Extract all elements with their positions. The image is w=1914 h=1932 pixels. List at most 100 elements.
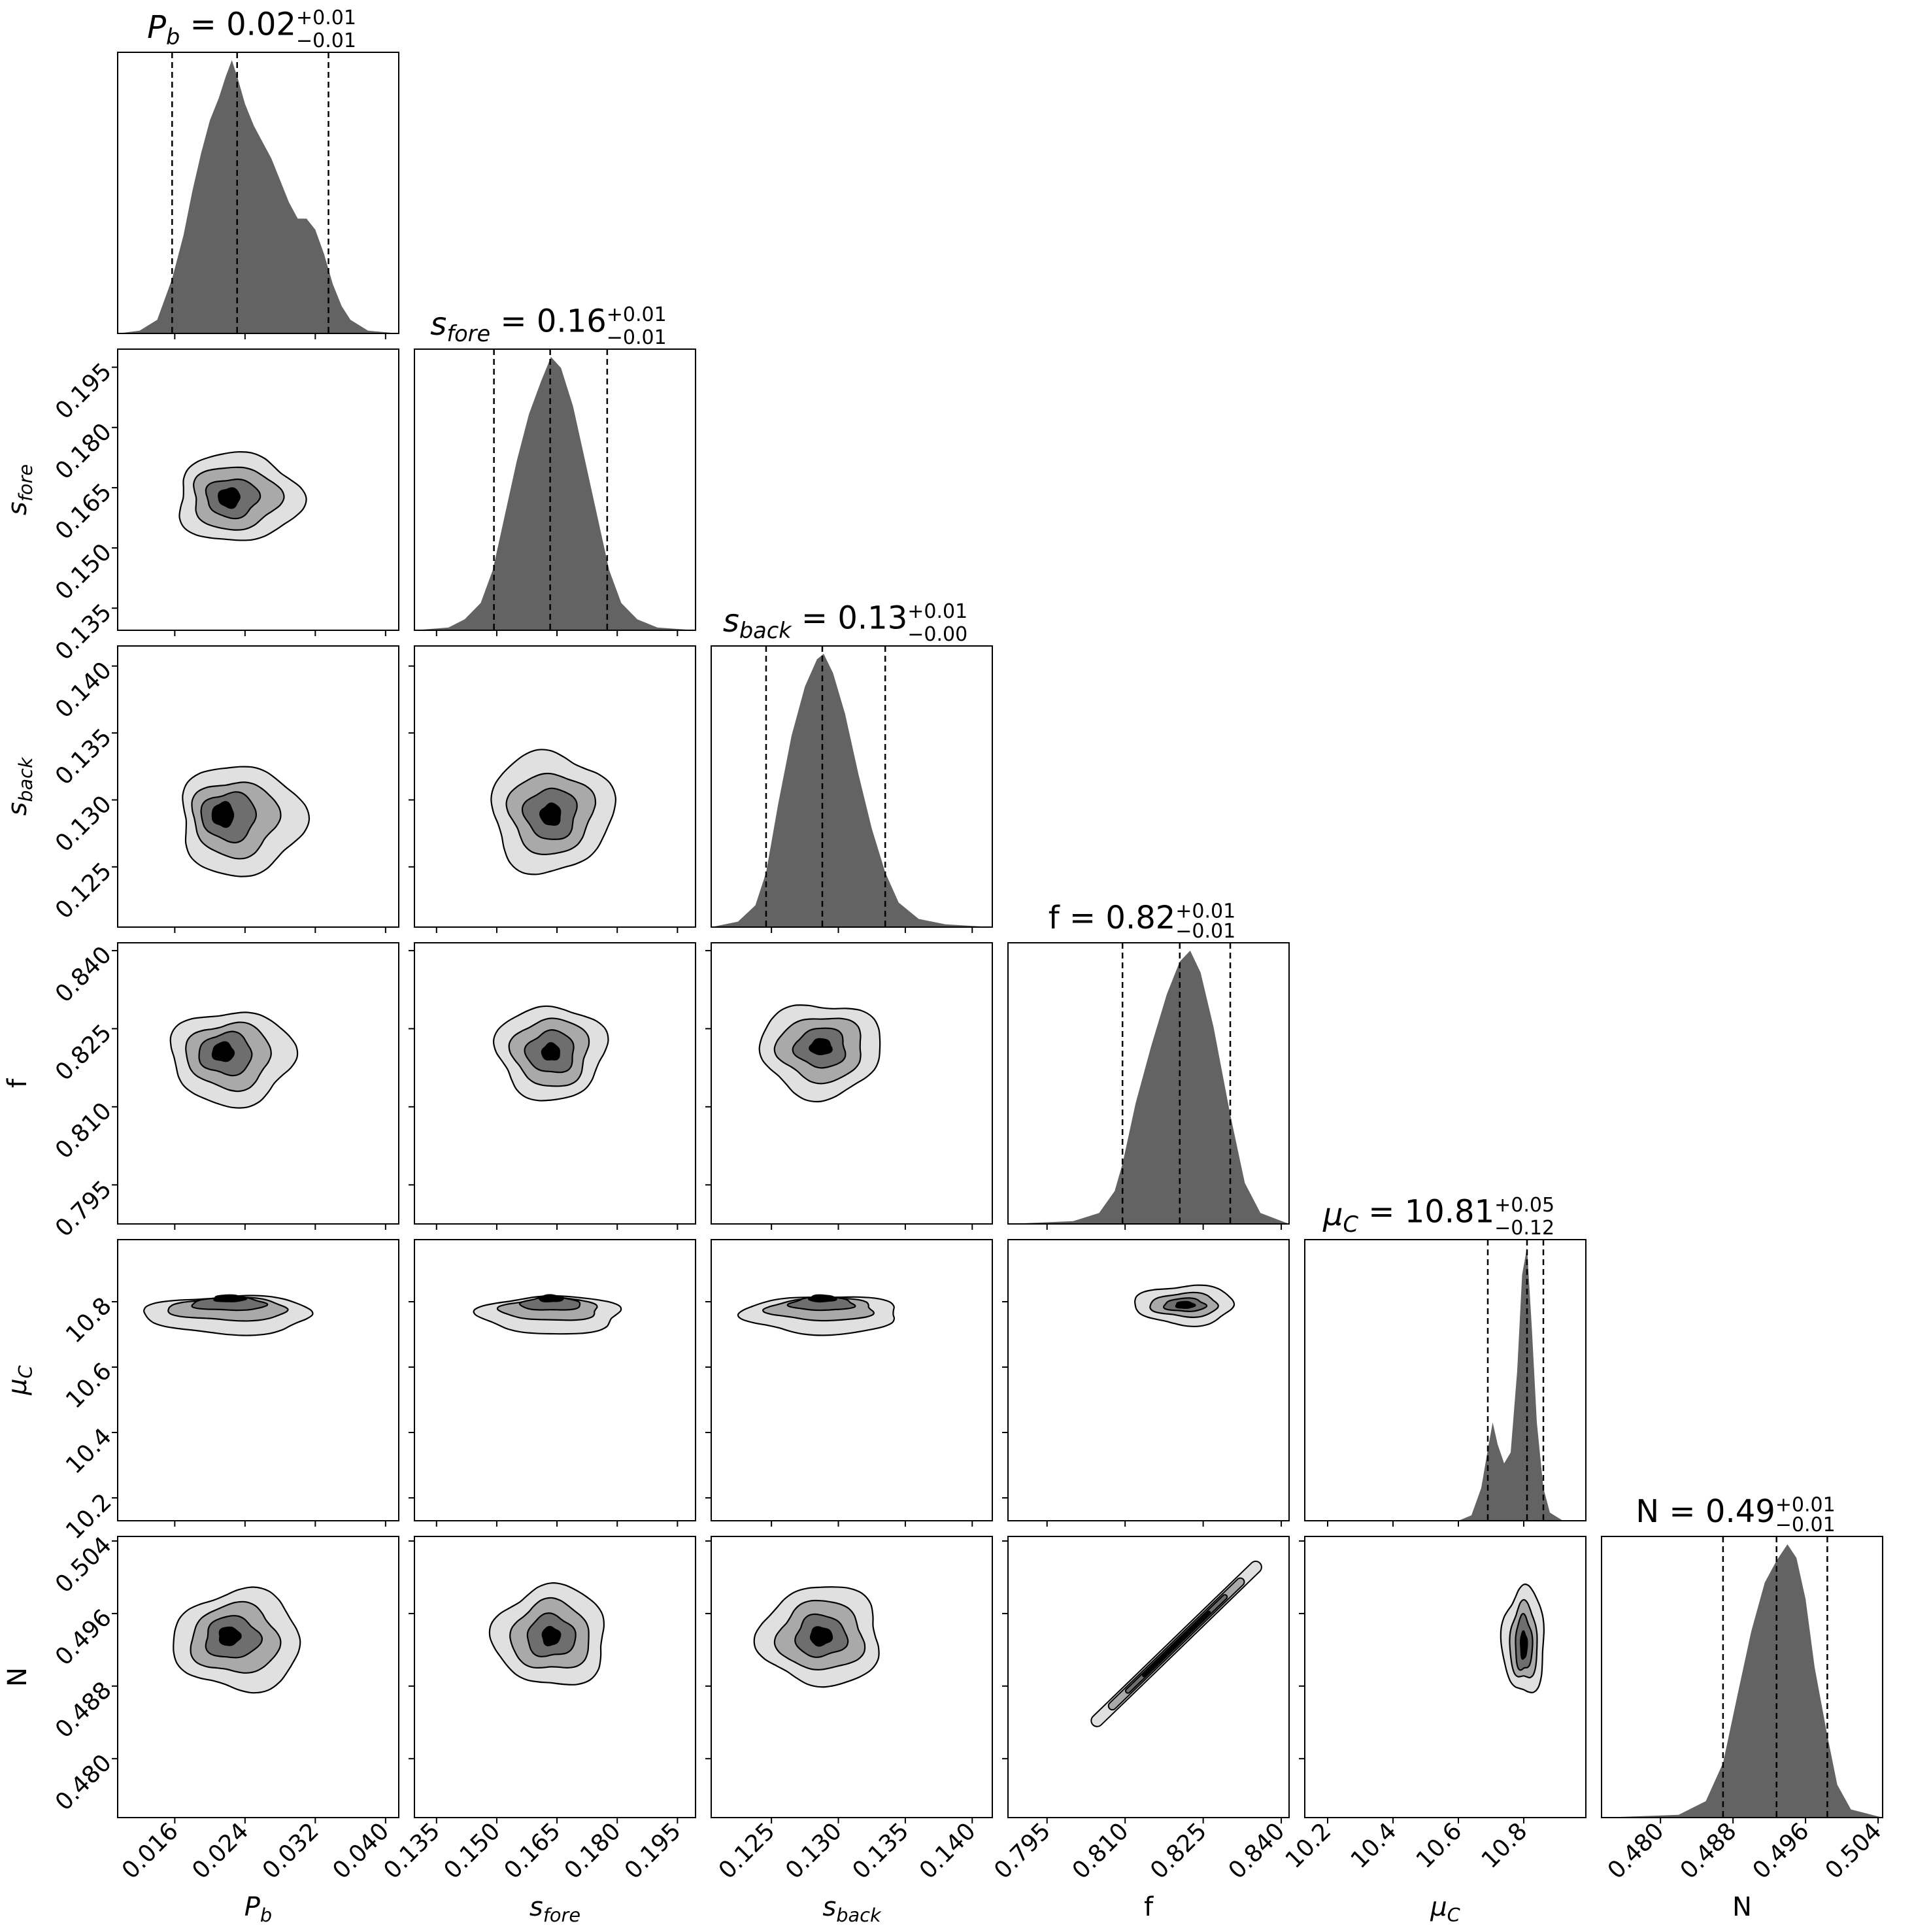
y-tick-label-muC: 10.8 <box>61 1293 117 1349</box>
x-axis-label-N-symbol: N <box>1732 1892 1752 1922</box>
x-axis-label-sfore-subscript: fore <box>543 1904 580 1926</box>
panel-f-vs-sback <box>705 942 993 1230</box>
panel-frame <box>117 1239 399 1521</box>
title-minus-error-sfore: −0.01 <box>607 326 667 349</box>
panel-frame <box>414 348 696 631</box>
panel-f-vs-sfore <box>409 942 696 1230</box>
panel-frame <box>1601 1536 1883 1818</box>
y-axis-label-f-symbol: f <box>3 1078 33 1088</box>
contour-level-4-N-vs-muC <box>1519 1630 1528 1660</box>
x-tick-label-muC: 10.4 <box>1346 1818 1402 1874</box>
contour-level-3-muC-vs-sfore <box>518 1296 581 1311</box>
x-tick-label-Pb: 0.040 <box>327 1818 394 1884</box>
title-symbol: P <box>147 9 166 46</box>
panel-frame <box>711 1239 993 1521</box>
title-plus-error: +0.01 <box>296 7 356 29</box>
x-tick-label-Pb: 0.032 <box>258 1818 324 1884</box>
panel-frame <box>711 1536 993 1818</box>
title-plus-error: +0.05 <box>1494 1194 1554 1217</box>
y-axis-label-sfore: sfore <box>3 464 37 515</box>
y-axis-label-N: N <box>3 1667 33 1687</box>
panel-N-vs-f: 0.795 0.810 0.825 0.840 f <box>989 1536 1290 1922</box>
panel-frame <box>117 52 399 334</box>
y-tick-label-sfore: 0.165 <box>50 479 117 545</box>
x-tick-label-muC: 10.6 <box>1411 1818 1468 1874</box>
y-axis-label-sfore-subscript: fore <box>14 464 37 501</box>
x-tick-label-muC: 10.2 <box>1281 1818 1337 1874</box>
contour-level-3-muC-vs-Pb <box>191 1296 269 1312</box>
x-tick-label-f: 0.825 <box>1145 1818 1212 1884</box>
y-axis-label-muC-subscript: C <box>14 1364 37 1378</box>
contour-level-4-N-vs-sfore <box>541 1625 562 1646</box>
x-axis-label-N: N <box>1732 1892 1752 1922</box>
contour-level-4-muC-vs-Pb <box>213 1294 248 1302</box>
panel-frame <box>117 1536 399 1818</box>
y-tick-label-sfore: 0.180 <box>50 418 117 485</box>
contour-level-4-f-vs-N <box>1142 1610 1211 1678</box>
x-tick-label-f: 0.795 <box>989 1818 1056 1884</box>
x-axis-label-f: f <box>1144 1892 1154 1922</box>
title-median: = 0.13 <box>792 600 908 637</box>
panel-frame <box>414 1239 696 1521</box>
title-plus-error: +0.01 <box>907 600 967 623</box>
x-tick-label-sback: 0.125 <box>714 1818 781 1884</box>
panel-Pb-vs-Pb: Pb = 0.02+0.01−0.01 <box>117 7 399 339</box>
y-tick-label-f: 0.795 <box>50 1176 117 1242</box>
title-median: = 0.49 <box>1659 1493 1775 1530</box>
panel-muC-vs-sfore <box>409 1239 696 1527</box>
contour-level-4-sback-vs-sfore <box>539 802 562 826</box>
x-tick-label-sfore: 0.180 <box>560 1818 626 1884</box>
y-tick-label-f: 0.825 <box>50 1019 117 1086</box>
x-tick-label-muC: 10.8 <box>1477 1818 1533 1874</box>
y-tick-label-N: 0.504 <box>50 1532 117 1599</box>
title-minus-error-f: −0.01 <box>1175 920 1235 943</box>
panel-frame <box>711 645 993 928</box>
x-tick-label-N: 0.504 <box>1821 1818 1887 1884</box>
title-sback: sback = 0.13+0.01 <box>723 600 967 643</box>
contour-level-4-f-vs-sfore <box>541 1042 560 1061</box>
title-minus-error-muC: −0.12 <box>1494 1217 1554 1240</box>
x-axis-label-sfore: sfore <box>529 1892 580 1926</box>
title-subscript: C <box>1343 1212 1359 1237</box>
y-tick-label-sfore: 0.135 <box>50 599 117 666</box>
panel-frame <box>117 942 399 1225</box>
x-axis-label-muC: μC <box>1430 1892 1460 1926</box>
y-axis-label-sfore-symbol: s <box>3 501 33 515</box>
x-tick-label-Pb: 0.024 <box>187 1818 254 1884</box>
histogram-f <box>1008 951 1289 1224</box>
panel-muC-vs-sback <box>705 1239 993 1527</box>
panel-f-vs-f: f = 0.82+0.01−0.01 <box>1007 900 1290 1230</box>
title-Pb: Pb = 0.02+0.01 <box>147 7 356 50</box>
y-axis-label-sback-subscript: back <box>14 756 37 802</box>
title-muC: μC = 10.81+0.05 <box>1322 1194 1554 1237</box>
title-subscript: b <box>166 24 180 50</box>
panel-frame <box>117 645 399 928</box>
y-tick-label-sback: 0.135 <box>50 724 117 790</box>
panel-frame <box>414 942 696 1225</box>
title-N: N = 0.49+0.01 <box>1636 1493 1835 1530</box>
x-tick-label-sback: 0.140 <box>915 1818 981 1884</box>
panel-frame <box>414 645 696 928</box>
x-tick-label-sback: 0.130 <box>781 1818 847 1884</box>
x-axis-label-muC-symbol: μ <box>1430 1892 1447 1922</box>
y-axis-label-f: f <box>3 1078 33 1088</box>
y-axis-label-N-symbol: N <box>3 1667 33 1687</box>
title-minus-error-sback: −0.00 <box>907 623 967 646</box>
title-plus-error: +0.01 <box>607 303 667 326</box>
title-minus-error-N: −0.01 <box>1775 1514 1836 1536</box>
x-tick-label-f: 0.810 <box>1067 1818 1134 1884</box>
panel-frame <box>1007 1239 1290 1521</box>
title-symbol: μ <box>1322 1196 1343 1233</box>
y-tick-label-muC: 10.6 <box>61 1358 117 1414</box>
y-tick-label-N: 0.496 <box>50 1604 117 1671</box>
contour-level-4-N-vs-sback <box>809 1626 833 1647</box>
panel-N-vs-Pb: 0.016 0.024 0.032 0.040 0.4800.4880.4960.504… <box>3 1532 399 1926</box>
panel-frame <box>414 1536 696 1818</box>
panel-sback-vs-sback: sback = 0.13+0.01−0.00 <box>711 600 993 933</box>
contour-level-4-muC-vs-sback <box>807 1294 837 1303</box>
y-tick-label-sfore: 0.195 <box>50 358 117 425</box>
y-tick-label-sback: 0.140 <box>50 657 117 724</box>
